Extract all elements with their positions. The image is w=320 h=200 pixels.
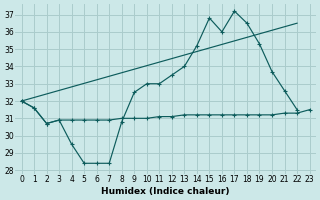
X-axis label: Humidex (Indice chaleur): Humidex (Indice chaleur) [101, 187, 230, 196]
